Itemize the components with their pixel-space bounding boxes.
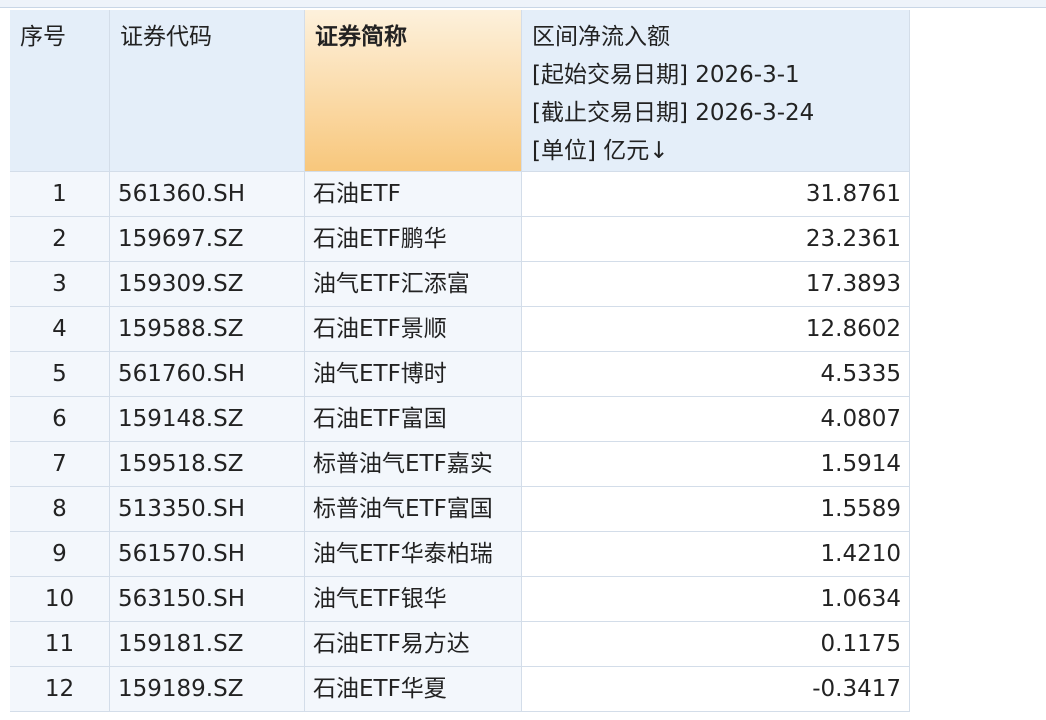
table-cell: 513350.SH — [110, 487, 305, 532]
table-cell: 9 — [10, 532, 110, 577]
table-cell: 561360.SH — [110, 172, 305, 217]
header-line: [截止交易日期] 2026-3-24 — [532, 100, 815, 126]
table-cell: 11 — [10, 622, 110, 667]
table-cell: 5 — [10, 352, 110, 397]
table-cell: 159518.SZ — [110, 442, 305, 487]
table-cell: 油气ETF博时 — [305, 352, 522, 397]
table-cell: 12 — [10, 667, 110, 712]
table-cell: 159148.SZ — [110, 397, 305, 442]
value-cell: 1.5589 — [522, 487, 910, 532]
column-header[interactable]: 区间净流入额 [起始交易日期] 2026-3-1 [截止交易日期] 2026-3-2… — [522, 10, 910, 172]
value-cell: 4.5335 — [522, 352, 910, 397]
table-cell: 石油ETF景顺 — [305, 307, 522, 352]
value-cell: 0.1175 — [522, 622, 910, 667]
table-cell: 8 — [10, 487, 110, 532]
table-cell: 159189.SZ — [110, 667, 305, 712]
value-cell: 23.2361 — [522, 217, 910, 262]
table-cell: 7 — [10, 442, 110, 487]
table-cell: 159181.SZ — [110, 622, 305, 667]
table-cell: 159697.SZ — [110, 217, 305, 262]
header-line: [起始交易日期] 2026-3-1 — [532, 62, 800, 88]
table-cell: 561760.SH — [110, 352, 305, 397]
table-cell: 标普油气ETF嘉实 — [305, 442, 522, 487]
column-header[interactable]: 证券代码 — [110, 10, 305, 172]
value-cell: 1.5914 — [522, 442, 910, 487]
table-cell: 石油ETF鹏华 — [305, 217, 522, 262]
toolbar-strip — [0, 0, 1046, 8]
table-cell: 石油ETF富国 — [305, 397, 522, 442]
table-cell: 3 — [10, 262, 110, 307]
table-cell: 563150.SH — [110, 577, 305, 622]
value-cell: 4.0807 — [522, 397, 910, 442]
column-header[interactable]: 证券简称 — [305, 10, 522, 172]
table-cell: 石油ETF易方达 — [305, 622, 522, 667]
table-cell: 油气ETF华泰柏瑞 — [305, 532, 522, 577]
value-cell: -0.3417 — [522, 667, 910, 712]
value-cell: 31.8761 — [522, 172, 910, 217]
table-cell: 2 — [10, 217, 110, 262]
table-cell: 159588.SZ — [110, 307, 305, 352]
column-header[interactable]: 序号 — [10, 10, 110, 172]
table-cell: 10 — [10, 577, 110, 622]
value-cell: 1.0634 — [522, 577, 910, 622]
table-cell: 561570.SH — [110, 532, 305, 577]
table-cell: 标普油气ETF富国 — [305, 487, 522, 532]
table-cell: 1 — [10, 172, 110, 217]
header-line: 区间净流入额 — [532, 24, 670, 50]
table-cell: 油气ETF汇添富 — [305, 262, 522, 307]
header-line: [单位] 亿元↓ — [532, 138, 669, 164]
table-cell: 4 — [10, 307, 110, 352]
table-cell: 159309.SZ — [110, 262, 305, 307]
table-cell: 6 — [10, 397, 110, 442]
table-cell: 石油ETF华夏 — [305, 667, 522, 712]
value-cell: 17.3893 — [522, 262, 910, 307]
table-cell: 石油ETF — [305, 172, 522, 217]
value-cell: 1.4210 — [522, 532, 910, 577]
table-cell: 油气ETF银华 — [305, 577, 522, 622]
value-cell: 12.8602 — [522, 307, 910, 352]
